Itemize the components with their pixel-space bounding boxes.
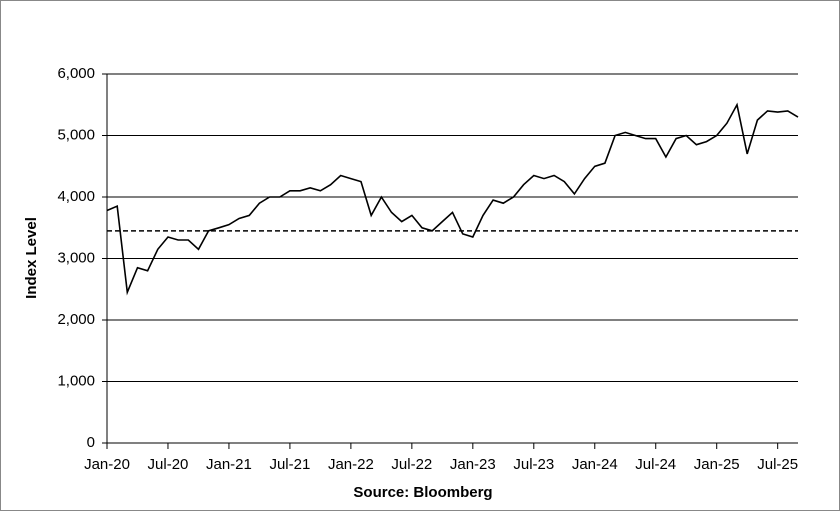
y-tick-label: 4,000 [57,188,95,205]
y-tick-label: 3,000 [57,249,95,266]
x-tick-label: Jan-20 [84,456,130,473]
x-axis-label: Source: Bloomberg [353,484,492,501]
x-tick-label: Jul-23 [513,456,554,473]
y-tick-label: 0 [87,434,95,451]
x-tick-label: Jan-24 [572,456,618,473]
x-tick-label: Jan-22 [328,456,374,473]
x-tick-label: Jul-22 [391,456,432,473]
x-tick-label: Jan-21 [206,456,252,473]
y-axis-label: Index Level [23,217,40,299]
y-tick-label: 5,000 [57,126,95,143]
y-tick-label: 2,000 [57,311,95,328]
x-tick-label: Jul-20 [148,456,189,473]
x-tick-label: Jul-24 [635,456,676,473]
y-tick-label: 6,000 [57,65,95,82]
x-tick-label: Jul-21 [269,456,310,473]
x-tick-label: Jan-25 [694,456,740,473]
data-line [106,102,799,296]
x-tick-label: Jul-25 [757,456,798,473]
y-tick-label: 1,000 [57,372,95,389]
x-tick-label: Jan-23 [450,456,496,473]
